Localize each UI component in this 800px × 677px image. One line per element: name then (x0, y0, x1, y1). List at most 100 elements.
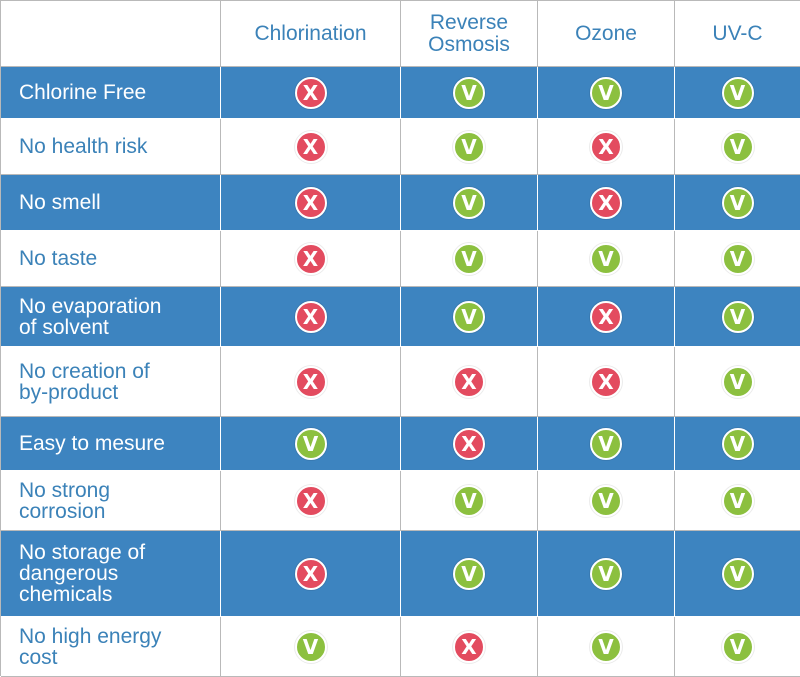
value-cell-reverse-osmosis: V (401, 175, 538, 231)
check-v-icon: V (453, 484, 485, 517)
cross-x-icon: X (294, 365, 327, 398)
cross-x-icon: X (453, 630, 485, 663)
value-cell-reverse-osmosis: V (401, 287, 538, 347)
check-v-icon: V (721, 630, 754, 663)
cross-x-icon: X (294, 300, 327, 333)
check-v-icon: V (453, 300, 485, 333)
check-v-icon: V (721, 365, 754, 398)
row-label: No high energy cost (1, 617, 221, 677)
badge-symbol: X (302, 488, 319, 513)
check-v-icon: V (294, 427, 327, 460)
value-cell-ozone: V (538, 471, 675, 531)
badge-symbol: X (302, 134, 319, 159)
value-cell-uv-c: V (675, 231, 800, 287)
value-cell-uv-c: V (675, 175, 800, 231)
value-cell-uv-c: V (675, 287, 800, 347)
check-v-icon: V (590, 630, 622, 663)
badge-symbol: V (461, 134, 477, 159)
value-cell-reverse-osmosis: V (401, 531, 538, 617)
value-cell-uv-c: V (675, 119, 800, 175)
badge-symbol: V (729, 431, 746, 456)
header-chlorination: Chlorination (221, 1, 401, 67)
cross-x-icon: X (294, 484, 327, 517)
check-v-icon: V (590, 557, 622, 590)
row-label: No taste (1, 231, 221, 287)
cross-x-icon: X (590, 130, 622, 163)
value-cell-chlorination: V (221, 617, 401, 677)
row-label: Chlorine Free (1, 67, 221, 119)
check-v-icon: V (721, 484, 754, 517)
value-cell-chlorination: X (221, 67, 401, 119)
row-label: Easy to mesure (1, 417, 221, 471)
row-label: No strong corrosion (1, 471, 221, 531)
value-cell-ozone: V (538, 531, 675, 617)
badge-symbol: V (729, 488, 746, 513)
badge-symbol: X (461, 634, 477, 659)
badge-symbol: X (302, 246, 319, 271)
badge-symbol: V (302, 431, 319, 456)
badge-symbol: V (729, 561, 746, 586)
cross-x-icon: X (453, 427, 485, 460)
value-cell-reverse-osmosis: X (401, 417, 538, 471)
check-v-icon: V (590, 76, 622, 109)
badge-symbol: V (729, 369, 746, 394)
header-reverse-osmosis: Reverse Osmosis (401, 1, 538, 67)
cross-x-icon: X (453, 365, 485, 398)
badge-symbol: X (598, 304, 614, 329)
value-cell-uv-c: V (675, 531, 800, 617)
check-v-icon: V (453, 242, 485, 275)
check-v-icon: V (453, 130, 485, 163)
value-cell-ozone: V (538, 417, 675, 471)
header-uv-c: UV-C (675, 1, 800, 67)
value-cell-chlorination: X (221, 471, 401, 531)
value-cell-reverse-osmosis: X (401, 617, 538, 677)
badge-symbol: V (729, 634, 746, 659)
check-v-icon: V (294, 630, 327, 663)
check-v-icon: V (453, 186, 485, 219)
cross-x-icon: X (590, 365, 622, 398)
value-cell-reverse-osmosis: V (401, 67, 538, 119)
row-label: No storage of dangerous chemicals (1, 531, 221, 617)
value-cell-chlorination: V (221, 417, 401, 471)
value-cell-chlorination: X (221, 531, 401, 617)
row-label: No evaporation of solvent (1, 287, 221, 347)
value-cell-ozone: V (538, 67, 675, 119)
value-cell-chlorination: X (221, 175, 401, 231)
check-v-icon: V (453, 557, 485, 590)
row-label: No health risk (1, 119, 221, 175)
value-cell-ozone: V (538, 617, 675, 677)
badge-symbol: X (302, 80, 319, 105)
row-label: No smell (1, 175, 221, 231)
cross-x-icon: X (294, 186, 327, 219)
value-cell-chlorination: X (221, 287, 401, 347)
check-v-icon: V (721, 76, 754, 109)
badge-symbol: V (598, 561, 614, 586)
value-cell-uv-c: V (675, 417, 800, 471)
badge-symbol: X (461, 369, 477, 394)
badge-symbol: X (302, 190, 319, 215)
row-label: No creation of by-product (1, 347, 221, 417)
check-v-icon: V (721, 130, 754, 163)
badge-symbol: V (461, 80, 477, 105)
badge-symbol: V (598, 80, 614, 105)
value-cell-chlorination: X (221, 347, 401, 417)
badge-symbol: V (461, 488, 477, 513)
check-v-icon: V (721, 300, 754, 333)
value-cell-uv-c: V (675, 617, 800, 677)
badge-symbol: V (461, 304, 477, 329)
check-v-icon: V (590, 427, 622, 460)
check-v-icon: V (721, 427, 754, 460)
badge-symbol: V (461, 246, 477, 271)
check-v-icon: V (590, 242, 622, 275)
badge-symbol: X (598, 134, 614, 159)
value-cell-uv-c: V (675, 67, 800, 119)
value-cell-ozone: V (538, 231, 675, 287)
badge-symbol: X (302, 561, 319, 586)
check-v-icon: V (590, 484, 622, 517)
value-cell-ozone: X (538, 287, 675, 347)
cross-x-icon: X (590, 186, 622, 219)
cross-x-icon: X (294, 76, 327, 109)
badge-symbol: V (598, 488, 614, 513)
badge-symbol: X (598, 369, 614, 394)
